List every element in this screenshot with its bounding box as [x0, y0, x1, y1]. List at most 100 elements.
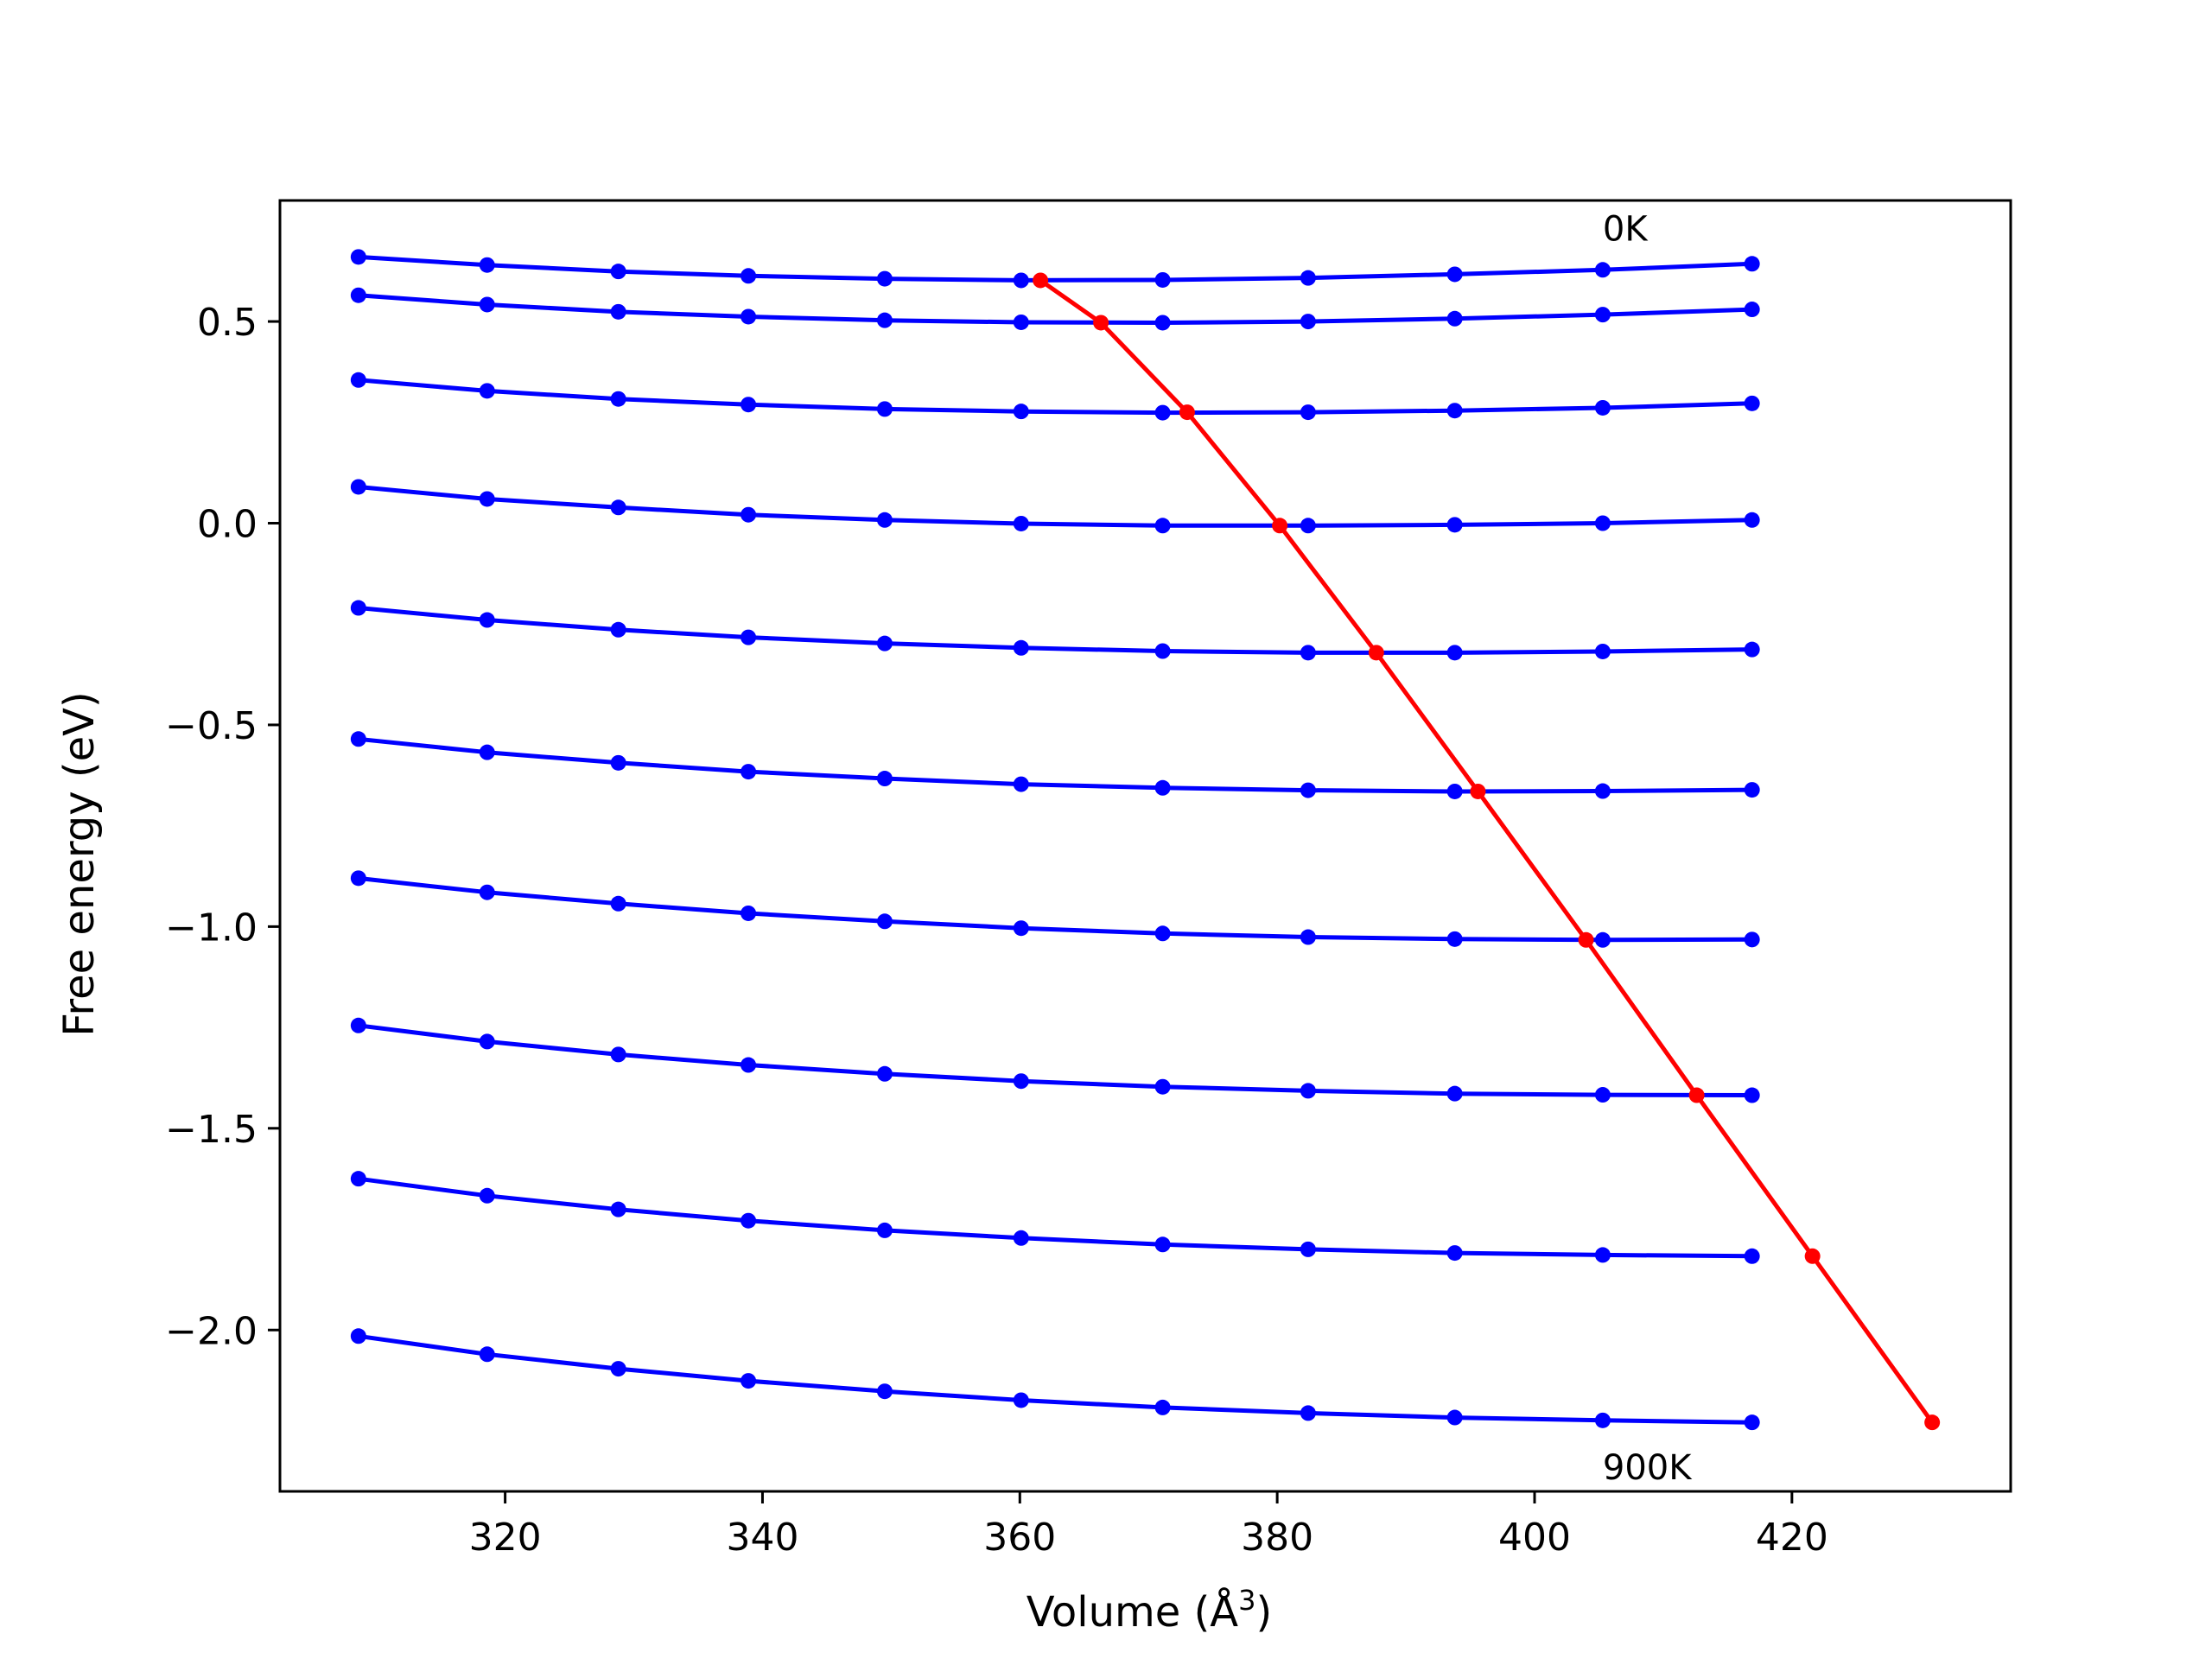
- series-line: [358, 378, 1752, 416]
- series-point: [1446, 310, 1463, 327]
- series-point: [1744, 782, 1760, 798]
- series-point: [350, 1017, 366, 1033]
- series-point: [1594, 515, 1611, 531]
- minimum-point: [1368, 645, 1384, 661]
- series-curve-6: [350, 870, 1760, 948]
- x-tick-label: 380: [1241, 1516, 1313, 1560]
- x-tick-label: 420: [1756, 1516, 1828, 1560]
- series-point: [1013, 639, 1029, 656]
- series-point: [876, 913, 893, 930]
- series-point: [1744, 641, 1760, 658]
- series-point: [1744, 512, 1760, 528]
- series-point: [1013, 272, 1029, 289]
- series-point: [1594, 1087, 1611, 1103]
- series-point: [350, 479, 366, 495]
- minimum-point: [1924, 1414, 1941, 1431]
- series-point: [1300, 1241, 1316, 1257]
- series-point: [1594, 1412, 1611, 1428]
- y-tick-label: 0.0: [197, 503, 257, 547]
- series-point: [1300, 1405, 1316, 1421]
- series-point: [1446, 403, 1463, 419]
- series-line: [358, 485, 1752, 528]
- series-point: [1300, 314, 1316, 330]
- series-line: [358, 1023, 1752, 1097]
- series-point: [1300, 782, 1316, 798]
- series-point: [479, 296, 495, 313]
- minimum-point: [1470, 783, 1486, 799]
- series-point: [479, 491, 495, 507]
- series-point: [1300, 645, 1316, 661]
- x-tick-label: 320: [469, 1516, 542, 1560]
- series-point: [1446, 931, 1463, 947]
- series-point: [741, 764, 757, 780]
- series-point: [1300, 404, 1316, 421]
- series-point: [1594, 1247, 1611, 1263]
- series-point: [610, 754, 626, 771]
- series-point: [741, 308, 757, 325]
- minimum-point: [1688, 1087, 1705, 1103]
- series-point: [876, 1222, 893, 1238]
- series-point: [1154, 1078, 1171, 1095]
- series-point: [741, 397, 757, 413]
- series-curve-1: [350, 287, 1760, 331]
- series-point: [479, 612, 495, 628]
- series-point: [876, 401, 893, 417]
- series-point: [610, 391, 626, 407]
- y-axis-label: Free energy (eV): [55, 691, 104, 1036]
- series-point: [1594, 783, 1611, 799]
- series-point: [1446, 266, 1463, 283]
- series-point: [1594, 931, 1611, 948]
- series-point: [350, 1171, 366, 1187]
- series-point: [1744, 1087, 1760, 1103]
- series-point: [1154, 779, 1171, 796]
- x-tick-label: 340: [726, 1516, 798, 1560]
- series-point: [610, 1361, 626, 1377]
- minimum-line-path: [1039, 278, 1935, 1424]
- plot-frame: [278, 199, 2012, 1493]
- series-point: [741, 629, 757, 645]
- series-point: [876, 771, 893, 787]
- y-tick-label: 0.5: [197, 301, 257, 345]
- series-point: [1446, 645, 1463, 661]
- series-point: [1744, 1248, 1760, 1264]
- series-point: [1154, 1399, 1171, 1415]
- series-point: [1300, 270, 1316, 286]
- y-tick-label: −2.0: [165, 1309, 257, 1353]
- series-point: [1013, 920, 1029, 937]
- series-point: [876, 635, 893, 652]
- series-point: [1013, 314, 1029, 330]
- y-tick-label: −1.0: [165, 906, 257, 950]
- minimum-line: [1033, 272, 1941, 1431]
- series-point: [350, 1328, 366, 1344]
- x-axis-label: Volume (Å3): [1027, 1584, 1272, 1637]
- series-line: [358, 875, 1752, 943]
- series-point: [741, 506, 757, 523]
- series-point: [350, 372, 366, 388]
- series-point: [1013, 404, 1029, 420]
- series-point: [1300, 1083, 1316, 1099]
- series-point: [1154, 518, 1171, 534]
- series-point: [610, 621, 626, 638]
- series-point: [479, 1346, 495, 1363]
- plot-area: 0K 900K: [350, 210, 1941, 1488]
- series-point: [1154, 315, 1171, 331]
- series-point: [1013, 1073, 1029, 1090]
- series-point: [876, 1065, 893, 1082]
- series-curve-7: [350, 1017, 1760, 1103]
- series-point: [1744, 256, 1760, 272]
- series-point: [1013, 776, 1029, 792]
- minimum-point: [1272, 518, 1288, 534]
- series-point: [350, 870, 366, 887]
- series-point: [876, 1383, 893, 1400]
- series-point: [1446, 1409, 1463, 1426]
- series-point: [479, 257, 495, 273]
- series-point: [1446, 783, 1463, 799]
- y-tick-label: −1.5: [165, 1108, 257, 1152]
- series-point: [1744, 302, 1760, 318]
- series-point: [1446, 1085, 1463, 1102]
- series-point: [610, 895, 626, 912]
- series-point: [1013, 1392, 1029, 1408]
- series-point: [741, 1373, 757, 1389]
- series-point: [876, 312, 893, 328]
